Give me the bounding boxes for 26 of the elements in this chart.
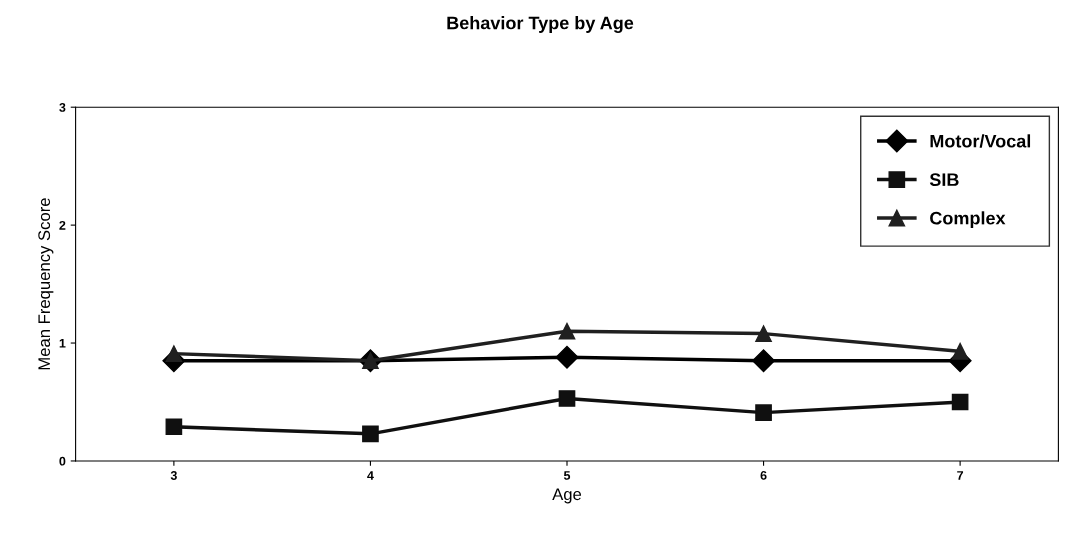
x-axis-title: Age — [552, 488, 582, 504]
point — [165, 418, 183, 436]
x-tick-label: 3 — [170, 471, 177, 480]
point — [951, 342, 969, 360]
point — [752, 349, 776, 373]
chart-title: Behavior Type by Age — [447, 16, 634, 33]
legend-label: Motor/Vocal — [930, 134, 1031, 148]
point — [558, 390, 576, 407]
point — [558, 322, 576, 340]
x-tick-label: 5 — [563, 471, 571, 480]
y-tick-label: 1 — [59, 338, 66, 348]
point — [362, 425, 379, 443]
point — [555, 345, 579, 369]
y-tick-label: 2 — [59, 220, 66, 230]
x-tick-label: 4 — [367, 471, 374, 480]
legend-label: SIB — [929, 173, 959, 187]
point — [755, 325, 772, 342]
point — [165, 345, 183, 362]
x-tick-label: 7 — [957, 471, 964, 480]
x-tick-label: 6 — [760, 471, 767, 480]
point — [755, 404, 772, 421]
point — [951, 393, 969, 411]
y-tick-label: 3 — [59, 103, 66, 112]
legend-label: Complex — [930, 211, 1006, 229]
y-tick-label: 0 — [59, 456, 66, 466]
y-axis-title: Mean Frequency Score — [38, 198, 54, 370]
